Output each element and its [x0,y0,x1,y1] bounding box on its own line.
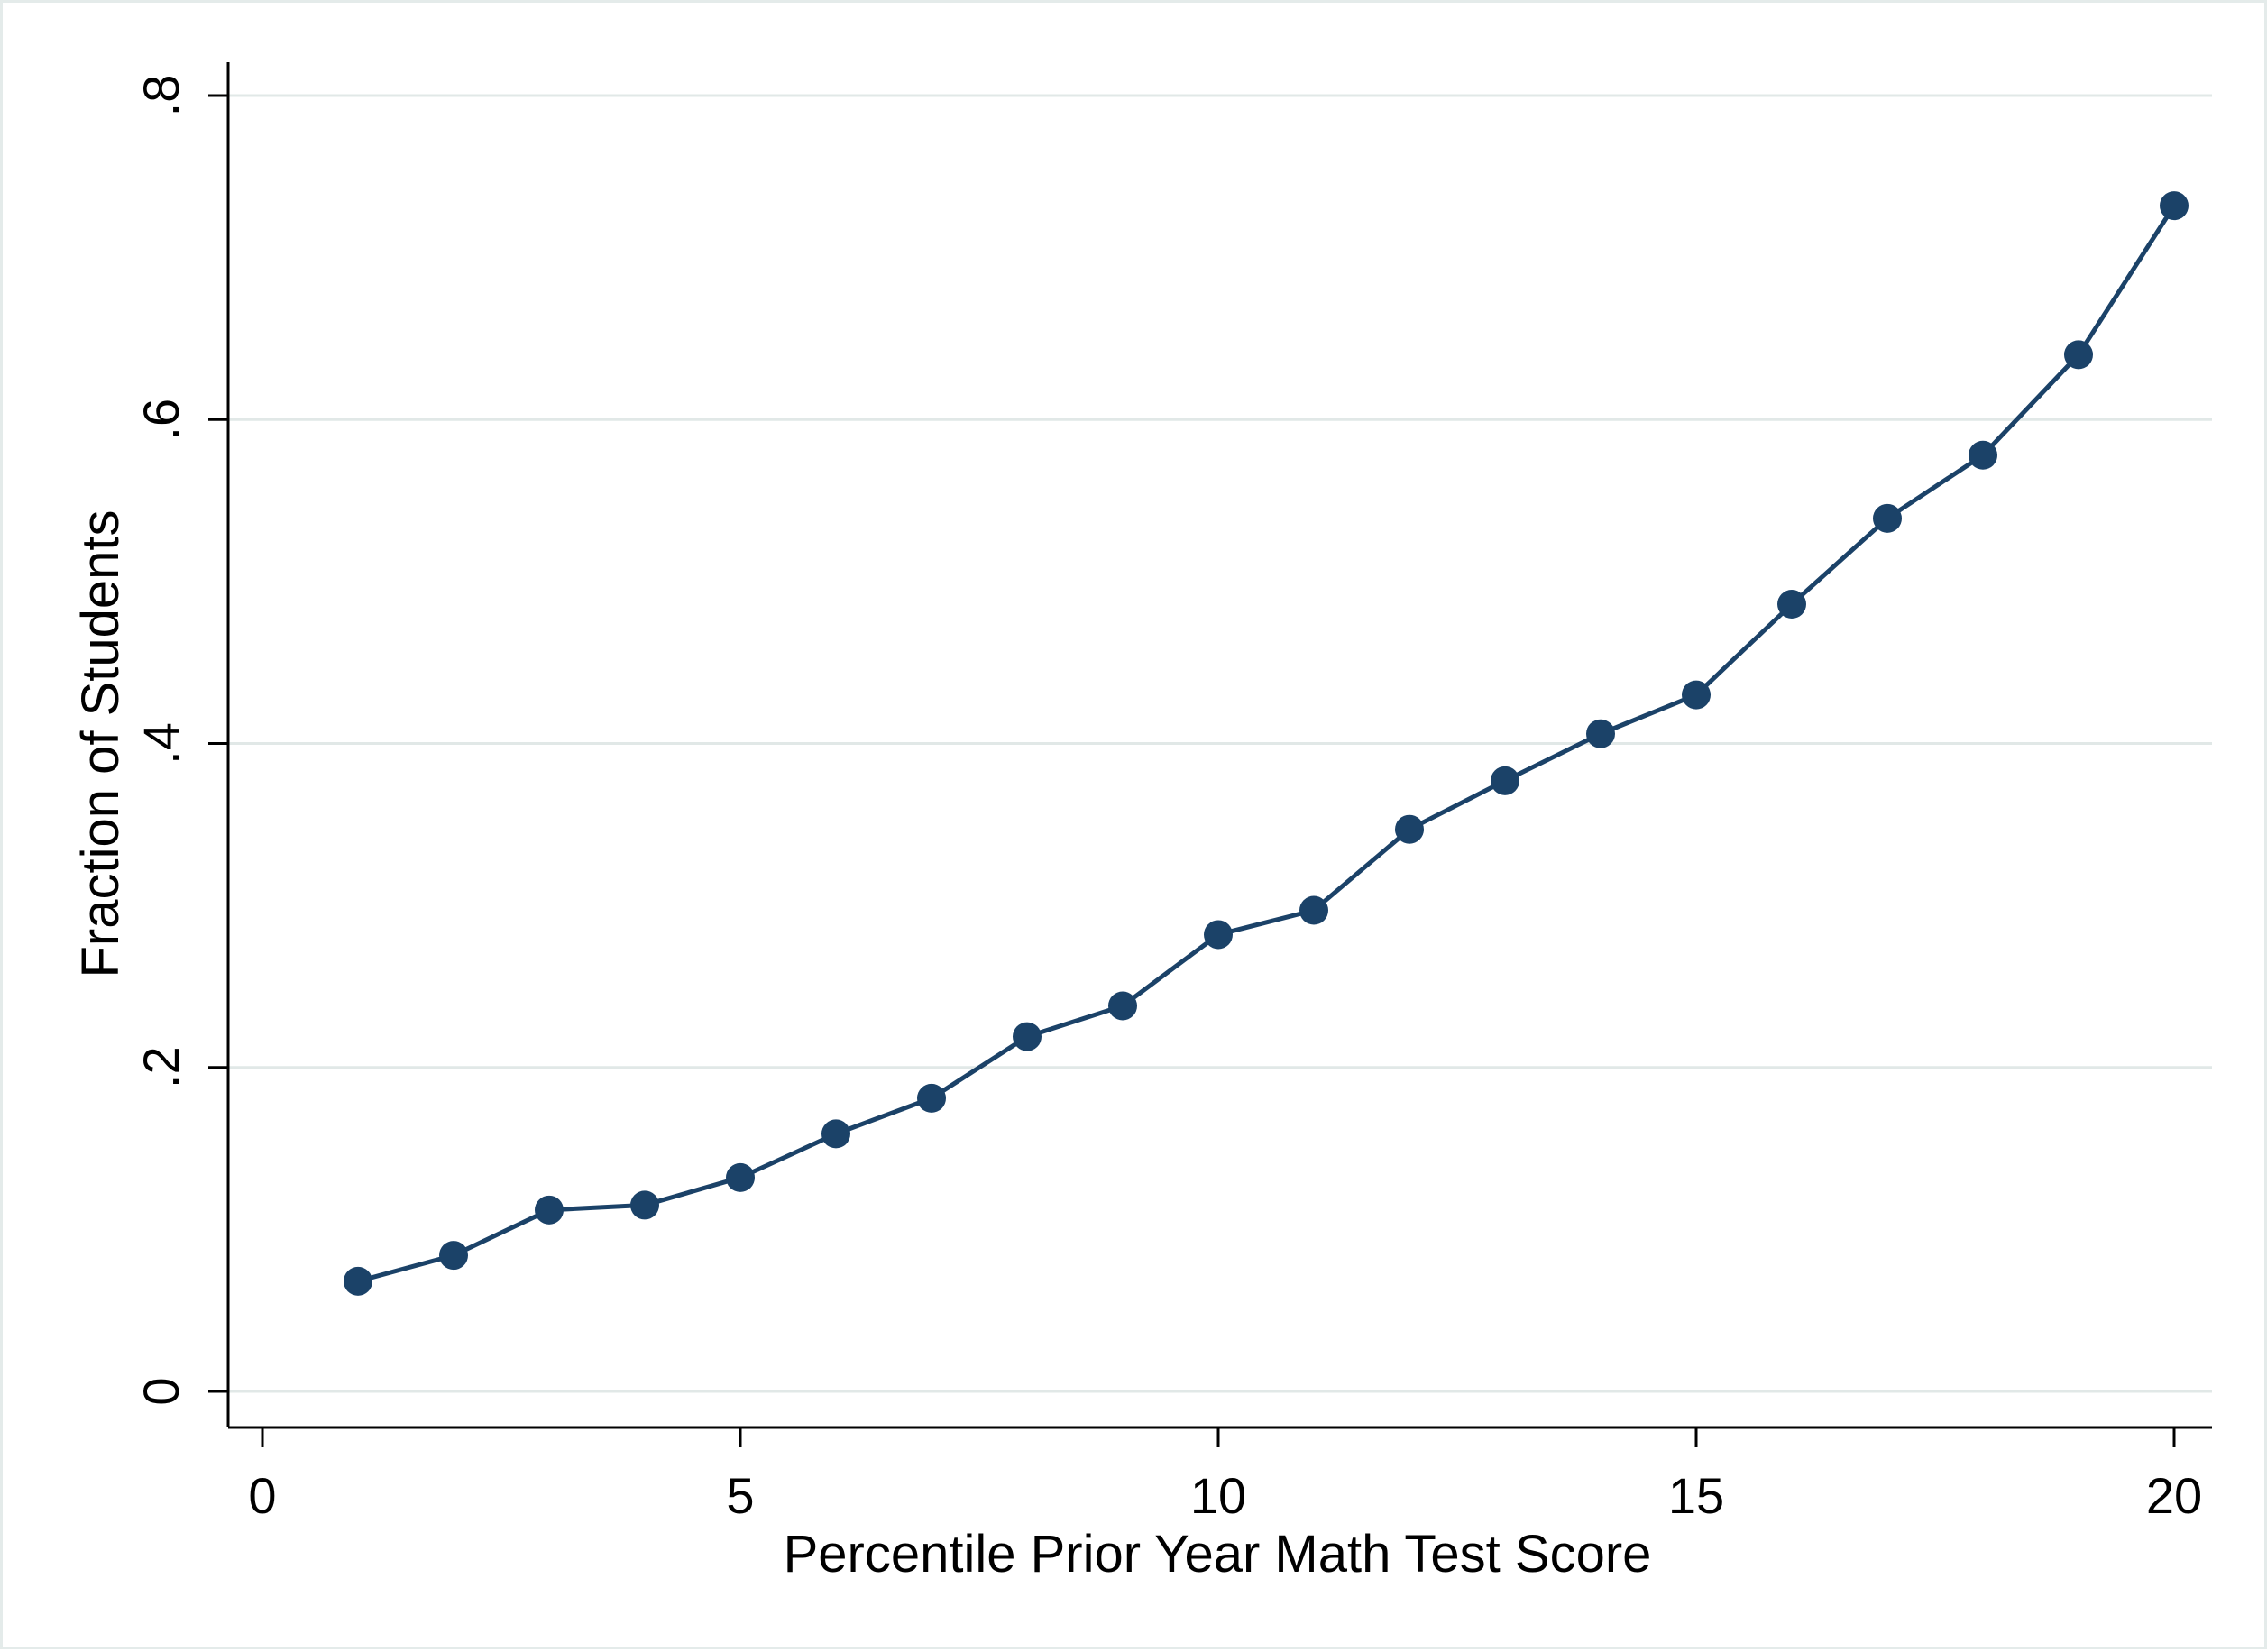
data-point-16 [1777,590,1806,620]
data-point-10 [1204,920,1233,950]
data-point-3 [535,1195,564,1225]
data-point-17 [1873,503,1902,533]
x-tick-label-3: 15 [1668,1467,1724,1524]
data-point-7 [917,1083,946,1113]
y-tick-label-1: .2 [133,1046,189,1088]
data-point-12 [1395,814,1424,844]
ticks: 0 .2 .4 .6 .8 0 5 10 15 20 [133,75,2202,1524]
data-point-1 [344,1266,372,1296]
data-point-9 [1108,991,1137,1021]
y-axis-title: Fraction of Students [71,509,130,977]
x-axis-title: Percentile Prior Year Math Test Score [784,1525,1652,1583]
y-tick-label-3: .6 [133,399,189,441]
data-point-13 [1491,766,1519,795]
data-series [344,191,2189,1296]
data-point-19 [2064,340,2093,370]
y-tick-label-2: .4 [133,722,189,765]
data-point-6 [821,1119,850,1149]
line-chart: 0 .2 .4 .6 .8 0 5 10 15 20 Percentile Prior Year … [71,62,2212,1583]
x-tick-label-0: 0 [248,1467,276,1524]
data-point-18 [1969,440,1997,470]
data-point-8 [1013,1022,1042,1051]
x-tick-label-2: 10 [1190,1467,1246,1524]
data-point-15 [1682,680,1711,710]
data-point-5 [726,1162,755,1192]
x-tick-label-1: 5 [726,1467,754,1524]
gridlines [228,94,2212,1393]
data-point-11 [1299,895,1328,925]
data-point-14 [1586,719,1615,748]
data-point-2 [439,1241,468,1271]
x-tick-label-4: 20 [2146,1467,2202,1524]
y-tick-label-4: .8 [133,75,189,117]
series-line-0 [357,204,2177,1284]
y-tick-label-0: 0 [133,1377,189,1405]
data-point-20 [2160,191,2189,221]
data-point-4 [630,1190,659,1220]
